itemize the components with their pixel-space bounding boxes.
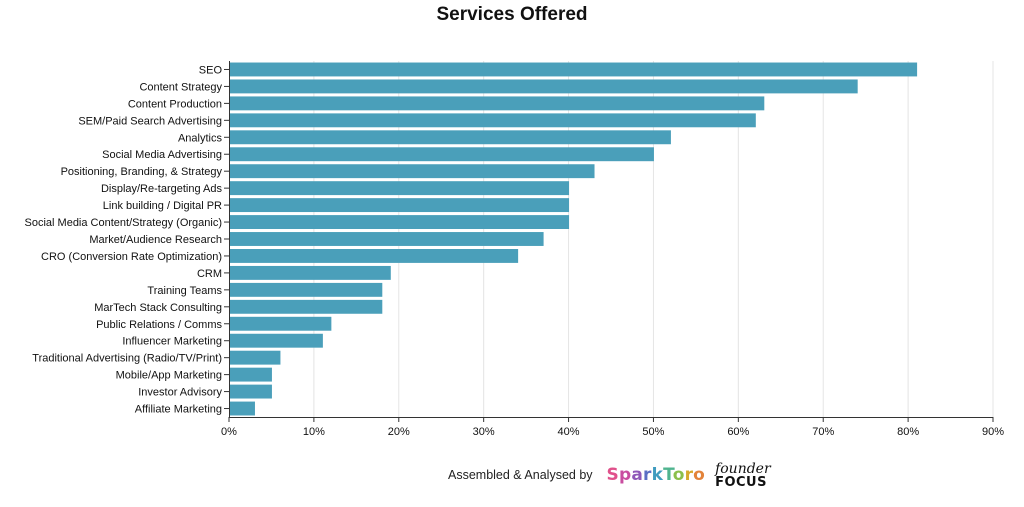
bar — [229, 384, 272, 399]
sparktoro-logo: SparkToro — [607, 465, 706, 485]
y-tick-label: SEO — [199, 64, 223, 76]
bar — [229, 79, 858, 94]
x-tick-label: 10% — [303, 426, 325, 438]
founder-focus-line1: founder — [715, 460, 771, 477]
bar — [229, 232, 544, 246]
bar — [229, 367, 272, 382]
y-tick-label: CRM — [197, 268, 222, 280]
bar — [229, 198, 570, 213]
bar — [229, 62, 918, 77]
logo-letter: p — [618, 465, 632, 485]
y-tick-label: Investor Advisory — [138, 387, 222, 399]
y-tick-label: Content Production — [128, 98, 222, 110]
attribution-footer: Assembled & Analysed by SparkToro founde… — [448, 458, 771, 492]
y-tick-label: Public Relations / Comms — [96, 319, 222, 331]
x-tick-label: 20% — [388, 426, 410, 438]
logo-letter: r — [643, 465, 652, 485]
chart-title: Services Offered — [436, 4, 588, 25]
logo-letter: r — [684, 465, 694, 485]
y-tick-label: CRO (Conversion Rate Optimization) — [41, 251, 222, 263]
bar — [229, 147, 654, 162]
bar — [229, 333, 323, 348]
y-tick-label: Affiliate Marketing — [135, 404, 222, 416]
bar — [229, 249, 519, 263]
y-tick-label: Social Media Advertising — [102, 149, 222, 161]
logo-letter: S — [606, 465, 619, 485]
x-axis: 0% 10% 20% 30% 40% 50% 60% 70% 80% 90% — [221, 417, 1004, 438]
bars-group — [229, 62, 918, 416]
y-tick-label: Analytics — [178, 132, 223, 144]
y-tick-label: Positioning, Branding, & Strategy — [61, 166, 223, 178]
bar — [229, 215, 570, 229]
y-tick-label: Link building / Digital PR — [103, 200, 222, 212]
bar — [229, 299, 383, 314]
bar — [229, 282, 383, 297]
y-tick-label: Traditional Advertising (Radio/TV/Print) — [32, 353, 222, 365]
logo-letter: T — [663, 465, 673, 485]
y-tick-label: Mobile/App Marketing — [116, 370, 222, 382]
bar — [229, 316, 332, 331]
logo-letter: a — [631, 465, 644, 485]
y-axis-labels: SEO Content Strategy Content Production SEM… — [25, 61, 230, 417]
x-tick-label: 0% — [221, 426, 237, 438]
founder-focus-line2: FOCUS — [715, 474, 767, 490]
logo-letter: o — [693, 465, 706, 485]
x-tick-label: 60% — [727, 426, 749, 438]
bar — [229, 265, 391, 280]
x-tick-label: 90% — [982, 426, 1004, 438]
y-tick-label: Display/Re-targeting Ads — [101, 183, 223, 195]
bar — [229, 181, 570, 196]
bar — [229, 350, 281, 365]
bar — [229, 401, 255, 416]
bar — [229, 130, 671, 145]
bar-chart: SEO Content Strategy Content Production SEM… — [25, 61, 1004, 438]
bar — [229, 113, 756, 128]
attribution-text: Assembled & Analysed by — [448, 468, 593, 482]
logo-letter: k — [651, 465, 664, 485]
bar — [229, 96, 765, 111]
y-tick-label: Social Media Content/Strategy (Organic) — [25, 217, 222, 229]
logo-letter: o — [672, 465, 685, 485]
founder-focus-logo: founder FOCUS — [715, 462, 771, 489]
x-tick-label: 30% — [473, 426, 495, 438]
y-tick-label: Training Teams — [147, 285, 222, 297]
x-tick-label: 50% — [642, 426, 664, 438]
x-tick-label: 40% — [558, 426, 580, 438]
x-tick-label: 70% — [812, 426, 834, 438]
y-tick-label: SEM/Paid Search Advertising — [78, 115, 222, 127]
y-tick-label: Market/Audience Research — [89, 234, 222, 246]
x-tick-label: 80% — [897, 426, 919, 438]
y-tick-label: Content Strategy — [139, 81, 222, 93]
bar — [229, 164, 595, 179]
y-tick-label: Influencer Marketing — [122, 336, 222, 348]
y-tick-label: MarTech Stack Consulting — [94, 302, 222, 314]
